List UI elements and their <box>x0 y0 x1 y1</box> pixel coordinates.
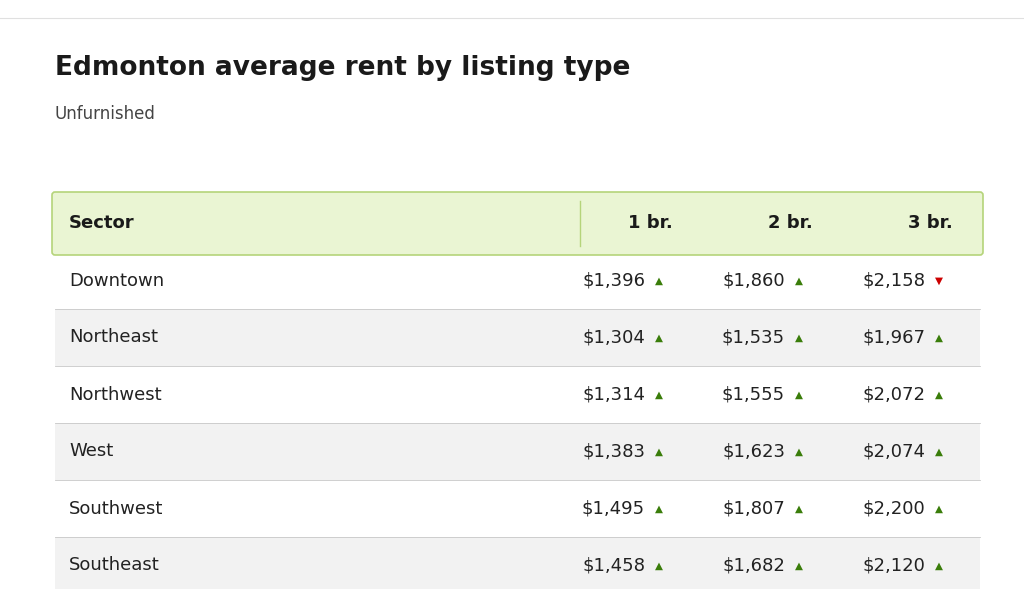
Text: $2,074: $2,074 <box>862 442 925 461</box>
Text: $1,495: $1,495 <box>582 499 645 518</box>
Text: ▲: ▲ <box>655 389 663 399</box>
Text: 2 br.: 2 br. <box>768 214 812 233</box>
Text: $1,967: $1,967 <box>862 329 925 346</box>
Text: $1,314: $1,314 <box>582 385 645 403</box>
Text: ▲: ▲ <box>795 333 803 342</box>
Text: $2,072: $2,072 <box>862 385 925 403</box>
Text: $2,200: $2,200 <box>862 499 925 518</box>
Text: $2,120: $2,120 <box>862 557 925 574</box>
FancyBboxPatch shape <box>52 192 983 255</box>
Text: $1,396: $1,396 <box>582 272 645 290</box>
Text: ▲: ▲ <box>795 389 803 399</box>
Text: $1,623: $1,623 <box>722 442 785 461</box>
Bar <box>55 480 980 537</box>
Text: $1,304: $1,304 <box>582 329 645 346</box>
Text: ▲: ▲ <box>795 276 803 286</box>
Text: ▲: ▲ <box>935 333 943 342</box>
Text: $1,535: $1,535 <box>722 329 785 346</box>
Text: Unfurnished: Unfurnished <box>55 105 156 123</box>
Text: $1,458: $1,458 <box>582 557 645 574</box>
Text: $1,807: $1,807 <box>722 499 785 518</box>
Bar <box>55 309 980 366</box>
Text: 3 br.: 3 br. <box>907 214 952 233</box>
Text: $2,158: $2,158 <box>862 272 925 290</box>
Text: ▲: ▲ <box>935 389 943 399</box>
Text: ▲: ▲ <box>795 561 803 571</box>
Text: ▲: ▲ <box>795 446 803 456</box>
Text: ▼: ▼ <box>935 276 943 286</box>
Text: Edmonton average rent by listing type: Edmonton average rent by listing type <box>55 55 631 81</box>
Bar <box>55 537 980 589</box>
Text: $1,383: $1,383 <box>582 442 645 461</box>
Text: Sector: Sector <box>69 214 134 233</box>
Text: ▲: ▲ <box>655 561 663 571</box>
Text: $1,555: $1,555 <box>722 385 785 403</box>
Text: ▲: ▲ <box>935 504 943 514</box>
Text: ▲: ▲ <box>655 333 663 342</box>
Text: ▲: ▲ <box>935 446 943 456</box>
Text: West: West <box>69 442 114 461</box>
Text: Northwest: Northwest <box>69 385 162 403</box>
Text: Downtown: Downtown <box>69 272 164 290</box>
Bar <box>55 366 980 423</box>
Text: ▲: ▲ <box>655 446 663 456</box>
Text: Southwest: Southwest <box>69 499 164 518</box>
Bar <box>55 423 980 480</box>
Text: 1 br.: 1 br. <box>628 214 673 233</box>
Text: $1,682: $1,682 <box>722 557 785 574</box>
Text: ▲: ▲ <box>795 504 803 514</box>
Bar <box>55 252 980 309</box>
Text: Northeast: Northeast <box>69 329 158 346</box>
Text: $1,860: $1,860 <box>722 272 785 290</box>
Text: ▲: ▲ <box>655 504 663 514</box>
Text: Southeast: Southeast <box>69 557 160 574</box>
Text: ▲: ▲ <box>655 276 663 286</box>
Text: ▲: ▲ <box>935 561 943 571</box>
